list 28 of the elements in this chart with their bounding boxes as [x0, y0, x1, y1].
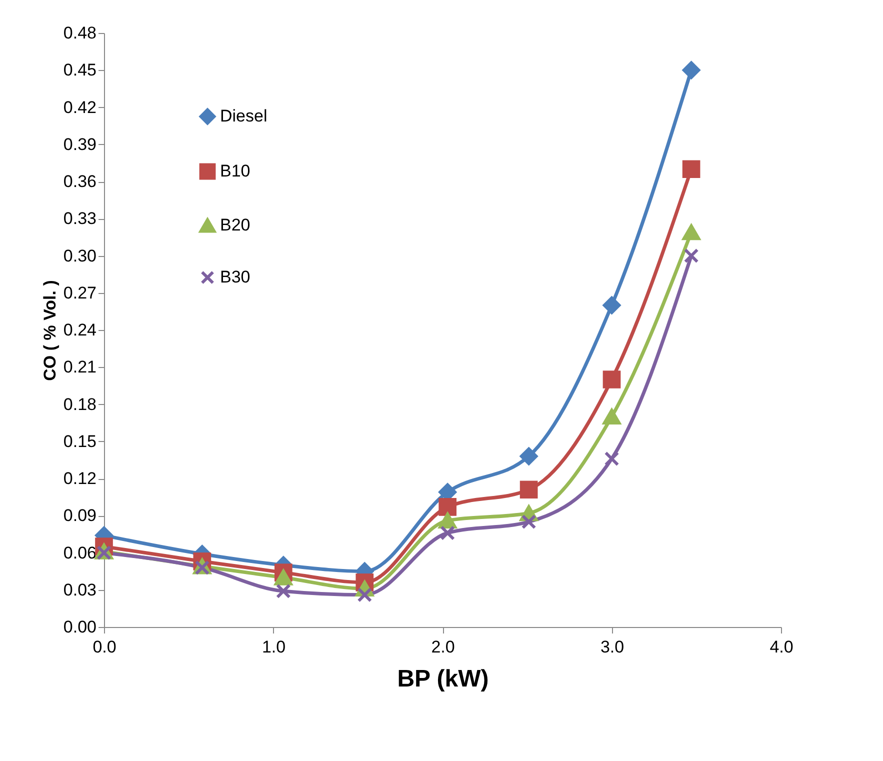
y-tick-label: 0.36 — [63, 172, 96, 191]
x-tick-label: 3.0 — [600, 638, 624, 656]
y-tick-label: 0.30 — [63, 246, 96, 266]
y-tick-label: 0.21 — [63, 358, 96, 377]
legend-label: B10 — [220, 162, 250, 180]
x-tick-label: 1.0 — [262, 638, 286, 656]
y-tick-label: 0.48 — [63, 24, 96, 42]
y-tick-label: 0.39 — [63, 134, 96, 154]
y-tick-label: 0.45 — [63, 60, 96, 80]
legend-label: B20 — [220, 216, 250, 234]
y-tick-label: 0.24 — [63, 320, 96, 340]
y-axis-title: CO ( % Vol. ) — [40, 280, 60, 381]
y-tick-label: 0.18 — [63, 394, 96, 414]
y-tick-label: 0.00 — [63, 618, 96, 636]
legend-label: Diesel — [220, 106, 268, 126]
y-tick-label: 0.09 — [63, 506, 96, 526]
x-tick-label: 4.0 — [770, 638, 794, 656]
legend-label: B30 — [220, 268, 250, 286]
x-tick-label: 0.0 — [92, 638, 116, 656]
y-tick-label: 0.42 — [63, 98, 96, 117]
y-tick-label: 0.12 — [63, 469, 96, 488]
y-tick-label: 0.33 — [63, 209, 96, 228]
y-tick-label: 0.03 — [63, 580, 96, 600]
y-tick-label: 0.06 — [63, 543, 96, 562]
x-axis-title: BP (kW) — [397, 666, 489, 692]
x-tick-label: 2.0 — [431, 638, 455, 656]
y-tick-label: 0.15 — [63, 432, 96, 451]
y-tick-label: 0.27 — [63, 283, 96, 302]
